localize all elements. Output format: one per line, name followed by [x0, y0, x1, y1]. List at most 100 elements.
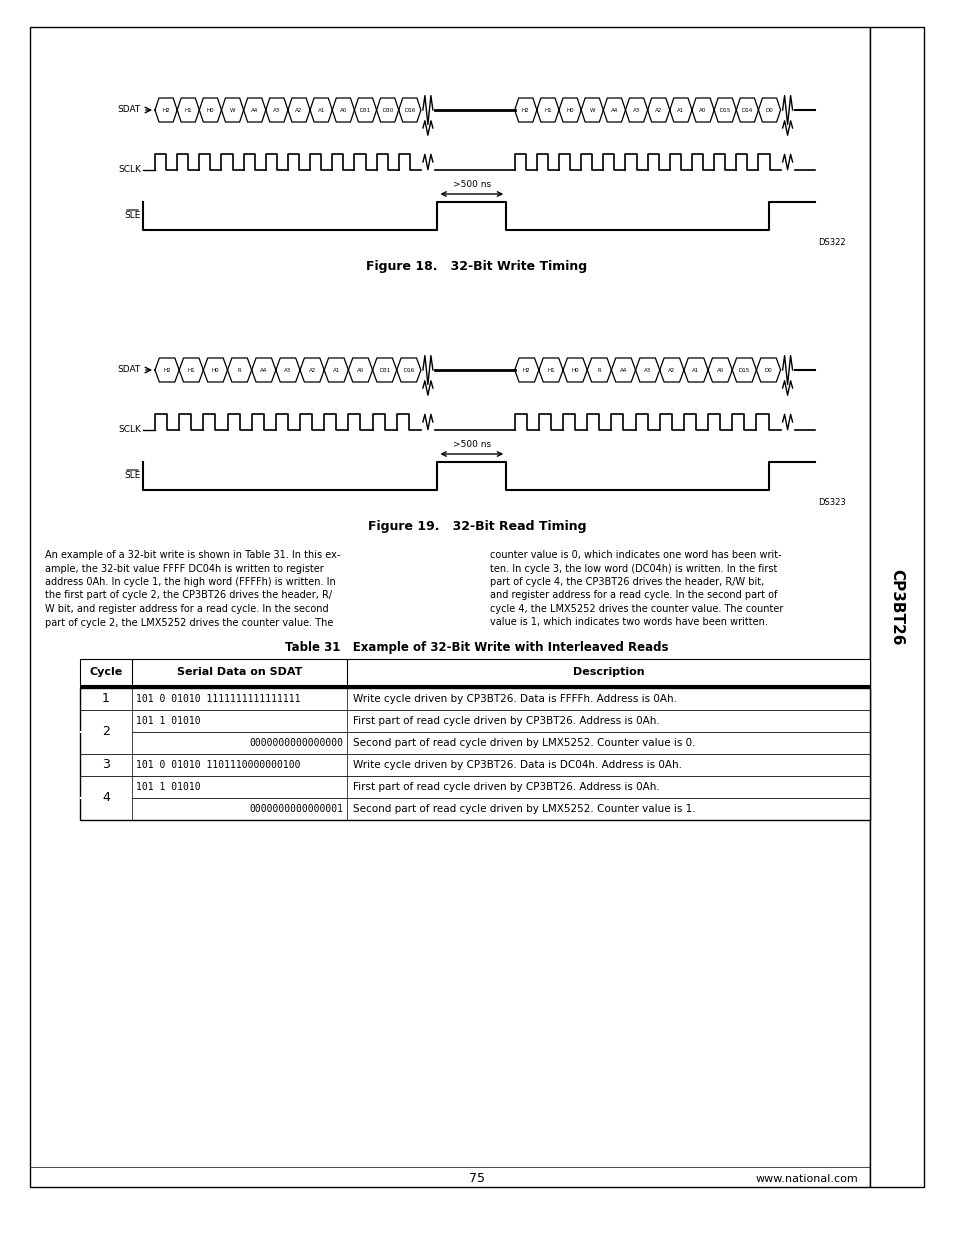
Text: H1: H1 — [184, 107, 192, 112]
Text: Write cycle driven by CP3BT26. Data is FFFFh. Address is 0Ah.: Write cycle driven by CP3BT26. Data is F… — [353, 694, 677, 704]
Text: counter value is 0, which indicates one word has been writ-: counter value is 0, which indicates one … — [490, 550, 781, 559]
Text: D15: D15 — [719, 107, 730, 112]
Text: H1: H1 — [543, 107, 551, 112]
Text: 101 1 01010: 101 1 01010 — [136, 782, 200, 792]
Text: D30: D30 — [381, 107, 393, 112]
Text: CP3BT26: CP3BT26 — [888, 569, 903, 645]
Text: W: W — [230, 107, 235, 112]
Text: A1: A1 — [333, 368, 339, 373]
Bar — [80, 685, 869, 688]
Text: 101 0 01010 1101110000000100: 101 0 01010 1101110000000100 — [136, 760, 300, 769]
Text: 75: 75 — [469, 1172, 484, 1186]
Text: D15: D15 — [738, 368, 749, 373]
Text: H0: H0 — [571, 368, 578, 373]
Text: H0: H0 — [566, 107, 574, 112]
Text: SLE: SLE — [125, 472, 141, 480]
Bar — [869, 27, 923, 1187]
Text: part of cycle 4, the CP3BT26 drives the header, R/W bit,: part of cycle 4, the CP3BT26 drives the … — [490, 577, 763, 587]
Text: Second part of read cycle driven by LMX5252. Counter value is 0.: Second part of read cycle driven by LMX5… — [353, 737, 695, 747]
Text: H0: H0 — [212, 368, 219, 373]
Text: D0: D0 — [765, 107, 773, 112]
Text: 0000000000000001: 0000000000000001 — [249, 804, 343, 814]
Text: 0000000000000000: 0000000000000000 — [249, 737, 343, 747]
Text: Cycle: Cycle — [90, 667, 123, 677]
Bar — [30, 27, 869, 1187]
Text: H2: H2 — [521, 107, 529, 112]
Text: 101 1 01010: 101 1 01010 — [136, 715, 200, 725]
Text: A2: A2 — [667, 368, 675, 373]
Text: A1: A1 — [692, 368, 699, 373]
Text: and register address for a read cycle. In the second part of: and register address for a read cycle. I… — [490, 590, 777, 600]
Text: D16: D16 — [404, 107, 415, 112]
Text: Table 31   Example of 32-Bit Write with Interleaved Reads: Table 31 Example of 32-Bit Write with In… — [285, 641, 668, 655]
Text: cycle 4, the LMX5252 drives the counter value. The counter: cycle 4, the LMX5252 drives the counter … — [490, 604, 782, 614]
Text: A3: A3 — [273, 107, 280, 112]
Bar — [80, 776, 869, 798]
Text: >500 ns: >500 ns — [453, 180, 491, 189]
Text: D31: D31 — [359, 107, 371, 112]
Text: Serial Data on SDAT: Serial Data on SDAT — [176, 667, 302, 677]
Text: ample, the 32-bit value FFFF DC04h is written to register: ample, the 32-bit value FFFF DC04h is wr… — [45, 563, 323, 573]
Text: SDAT: SDAT — [117, 105, 141, 115]
Text: the first part of cycle 2, the CP3BT26 drives the header, R/: the first part of cycle 2, the CP3BT26 d… — [45, 590, 332, 600]
Text: A0: A0 — [356, 368, 364, 373]
Text: 2: 2 — [102, 725, 110, 739]
Text: 1: 1 — [102, 692, 110, 705]
Text: 101 0 01010 1111111111111111: 101 0 01010 1111111111111111 — [136, 694, 300, 704]
Bar — [80, 688, 869, 709]
Text: Write cycle driven by CP3BT26. Data is DC04h. Address is 0Ah.: Write cycle driven by CP3BT26. Data is D… — [353, 760, 681, 769]
Text: A4: A4 — [260, 368, 267, 373]
Text: 4: 4 — [102, 790, 110, 804]
Text: An example of a 32-bit write is shown in Table 31. In this ex-: An example of a 32-bit write is shown in… — [45, 550, 340, 559]
Text: H2: H2 — [162, 107, 170, 112]
Text: D0: D0 — [764, 368, 772, 373]
Text: A1: A1 — [677, 107, 684, 112]
Text: SCLK: SCLK — [118, 426, 141, 435]
Text: A0: A0 — [716, 368, 723, 373]
Text: Figure 18.   32-Bit Write Timing: Figure 18. 32-Bit Write Timing — [366, 261, 587, 273]
Text: R: R — [237, 368, 241, 373]
Text: H1: H1 — [187, 368, 194, 373]
Text: A4: A4 — [610, 107, 618, 112]
Text: W bit, and register address for a read cycle. In the second: W bit, and register address for a read c… — [45, 604, 328, 614]
Text: ten. In cycle 3, the low word (DC04h) is written. In the first: ten. In cycle 3, the low word (DC04h) is… — [490, 563, 777, 573]
Bar — [80, 688, 869, 820]
Text: www.national.com: www.national.com — [755, 1174, 857, 1184]
Text: A3: A3 — [284, 368, 292, 373]
Bar — [80, 709, 869, 731]
Text: A4: A4 — [251, 107, 258, 112]
Text: First part of read cycle driven by CP3BT26. Address is 0Ah.: First part of read cycle driven by CP3BT… — [353, 782, 659, 792]
Text: A3: A3 — [643, 368, 651, 373]
Text: A2: A2 — [308, 368, 315, 373]
Text: SCLK: SCLK — [118, 165, 141, 174]
Bar — [80, 753, 869, 776]
Text: A0: A0 — [339, 107, 347, 112]
Text: A2: A2 — [655, 107, 661, 112]
Text: DS322: DS322 — [817, 238, 844, 247]
Text: R: R — [597, 368, 600, 373]
Text: H2: H2 — [522, 368, 530, 373]
Text: >500 ns: >500 ns — [453, 440, 491, 450]
Text: Second part of read cycle driven by LMX5252. Counter value is 1.: Second part of read cycle driven by LMX5… — [353, 804, 695, 814]
Text: D16: D16 — [403, 368, 414, 373]
Text: 3: 3 — [102, 758, 110, 771]
Text: A4: A4 — [619, 368, 626, 373]
Text: value is 1, which indicates two words have been written.: value is 1, which indicates two words ha… — [490, 618, 767, 627]
Text: H1: H1 — [547, 368, 555, 373]
Text: D14: D14 — [741, 107, 752, 112]
Text: DS323: DS323 — [817, 498, 845, 508]
Text: A3: A3 — [632, 107, 639, 112]
Text: SDAT: SDAT — [117, 366, 141, 374]
Bar — [80, 659, 869, 685]
Text: W: W — [589, 107, 595, 112]
Text: A1: A1 — [317, 107, 324, 112]
Text: Description: Description — [572, 667, 643, 677]
Text: A2: A2 — [295, 107, 302, 112]
Text: First part of read cycle driven by CP3BT26. Address is 0Ah.: First part of read cycle driven by CP3BT… — [353, 715, 659, 725]
Text: H2: H2 — [163, 368, 171, 373]
Text: SLE: SLE — [125, 211, 141, 221]
Bar — [80, 798, 869, 820]
Text: D31: D31 — [378, 368, 390, 373]
Text: Figure 19.   32-Bit Read Timing: Figure 19. 32-Bit Read Timing — [367, 520, 586, 534]
Text: address 0Ah. In cycle 1, the high word (FFFFh) is written. In: address 0Ah. In cycle 1, the high word (… — [45, 577, 335, 587]
